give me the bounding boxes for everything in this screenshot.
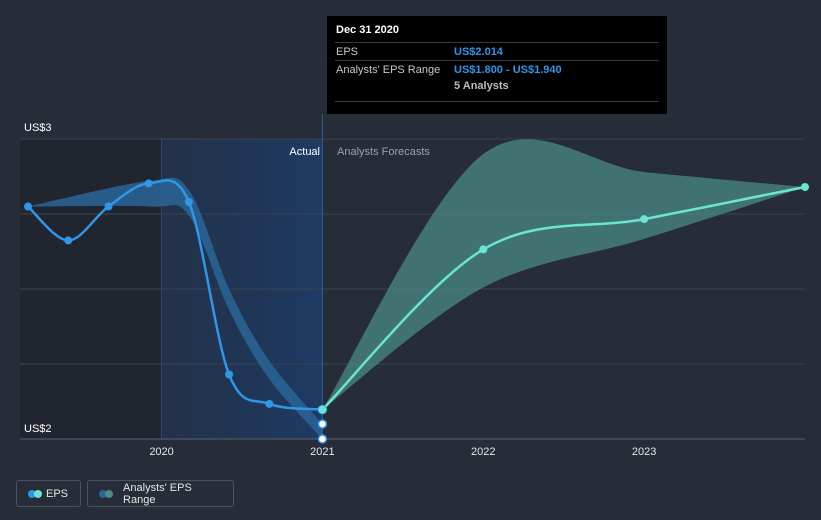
legend-eps-button[interactable]: EPS <box>16 480 81 507</box>
x-tick-label-2022: 2022 <box>471 446 495 458</box>
eps-point <box>318 405 327 414</box>
tooltip-date: Dec 31 2020 <box>336 24 399 36</box>
eps-point <box>144 179 153 188</box>
y-tick-label-bottom: US$2 <box>24 423 52 435</box>
tooltip: Dec 31 2020 EPS US$2.014 Analysts' EPS R… <box>327 16 667 114</box>
x-tick-label-2021: 2021 <box>310 446 334 458</box>
tooltip-analysts-count: 5 Analysts <box>454 80 509 92</box>
eps-point <box>64 236 73 245</box>
forecast-label: Analysts Forecasts <box>337 146 430 158</box>
eps-point <box>640 215 649 224</box>
tooltip-range-row: Analysts' EPS Range US$1.800 - US$1.940 <box>335 60 659 78</box>
eps-point <box>265 399 274 408</box>
tooltip-range-label: Analysts' EPS Range <box>336 63 441 76</box>
legend-range-button[interactable]: Analysts' EPS Range <box>87 480 234 507</box>
range-point <box>317 419 328 429</box>
eps-point <box>184 198 193 206</box>
eps-line-0 <box>27 179 323 411</box>
actual-label: Actual <box>289 146 320 158</box>
tooltip-eps-row: EPS US$2.014 <box>335 42 659 60</box>
eps-point <box>104 202 113 211</box>
legend-range-label: Analysts' EPS Range <box>123 481 192 506</box>
legend-eps-label: EPS <box>45 487 68 500</box>
eps-point <box>225 370 234 379</box>
eps-point <box>24 202 33 211</box>
eps-swatch-icon <box>28 489 42 499</box>
tooltip-range-value: US$1.800 - US$1.940 <box>454 63 562 76</box>
eps-point <box>801 183 809 191</box>
range-point <box>317 434 328 444</box>
y-tick-label-top: US$3 <box>24 122 52 134</box>
eps-line-1 <box>321 185 806 411</box>
tooltip-eps-label: EPS <box>336 45 359 58</box>
tooltip-analysts-row: 5 Analysts <box>335 78 659 102</box>
x-tick-label-2023: 2023 <box>632 446 656 458</box>
tooltip-eps-value: US$2.014 <box>454 45 503 58</box>
eps-range-band-0 <box>28 177 323 440</box>
eps-range-band-1 <box>322 139 805 410</box>
x-tick-label-2020: 2020 <box>149 446 173 458</box>
range-swatch-icon <box>99 489 114 499</box>
eps-point <box>479 245 488 254</box>
